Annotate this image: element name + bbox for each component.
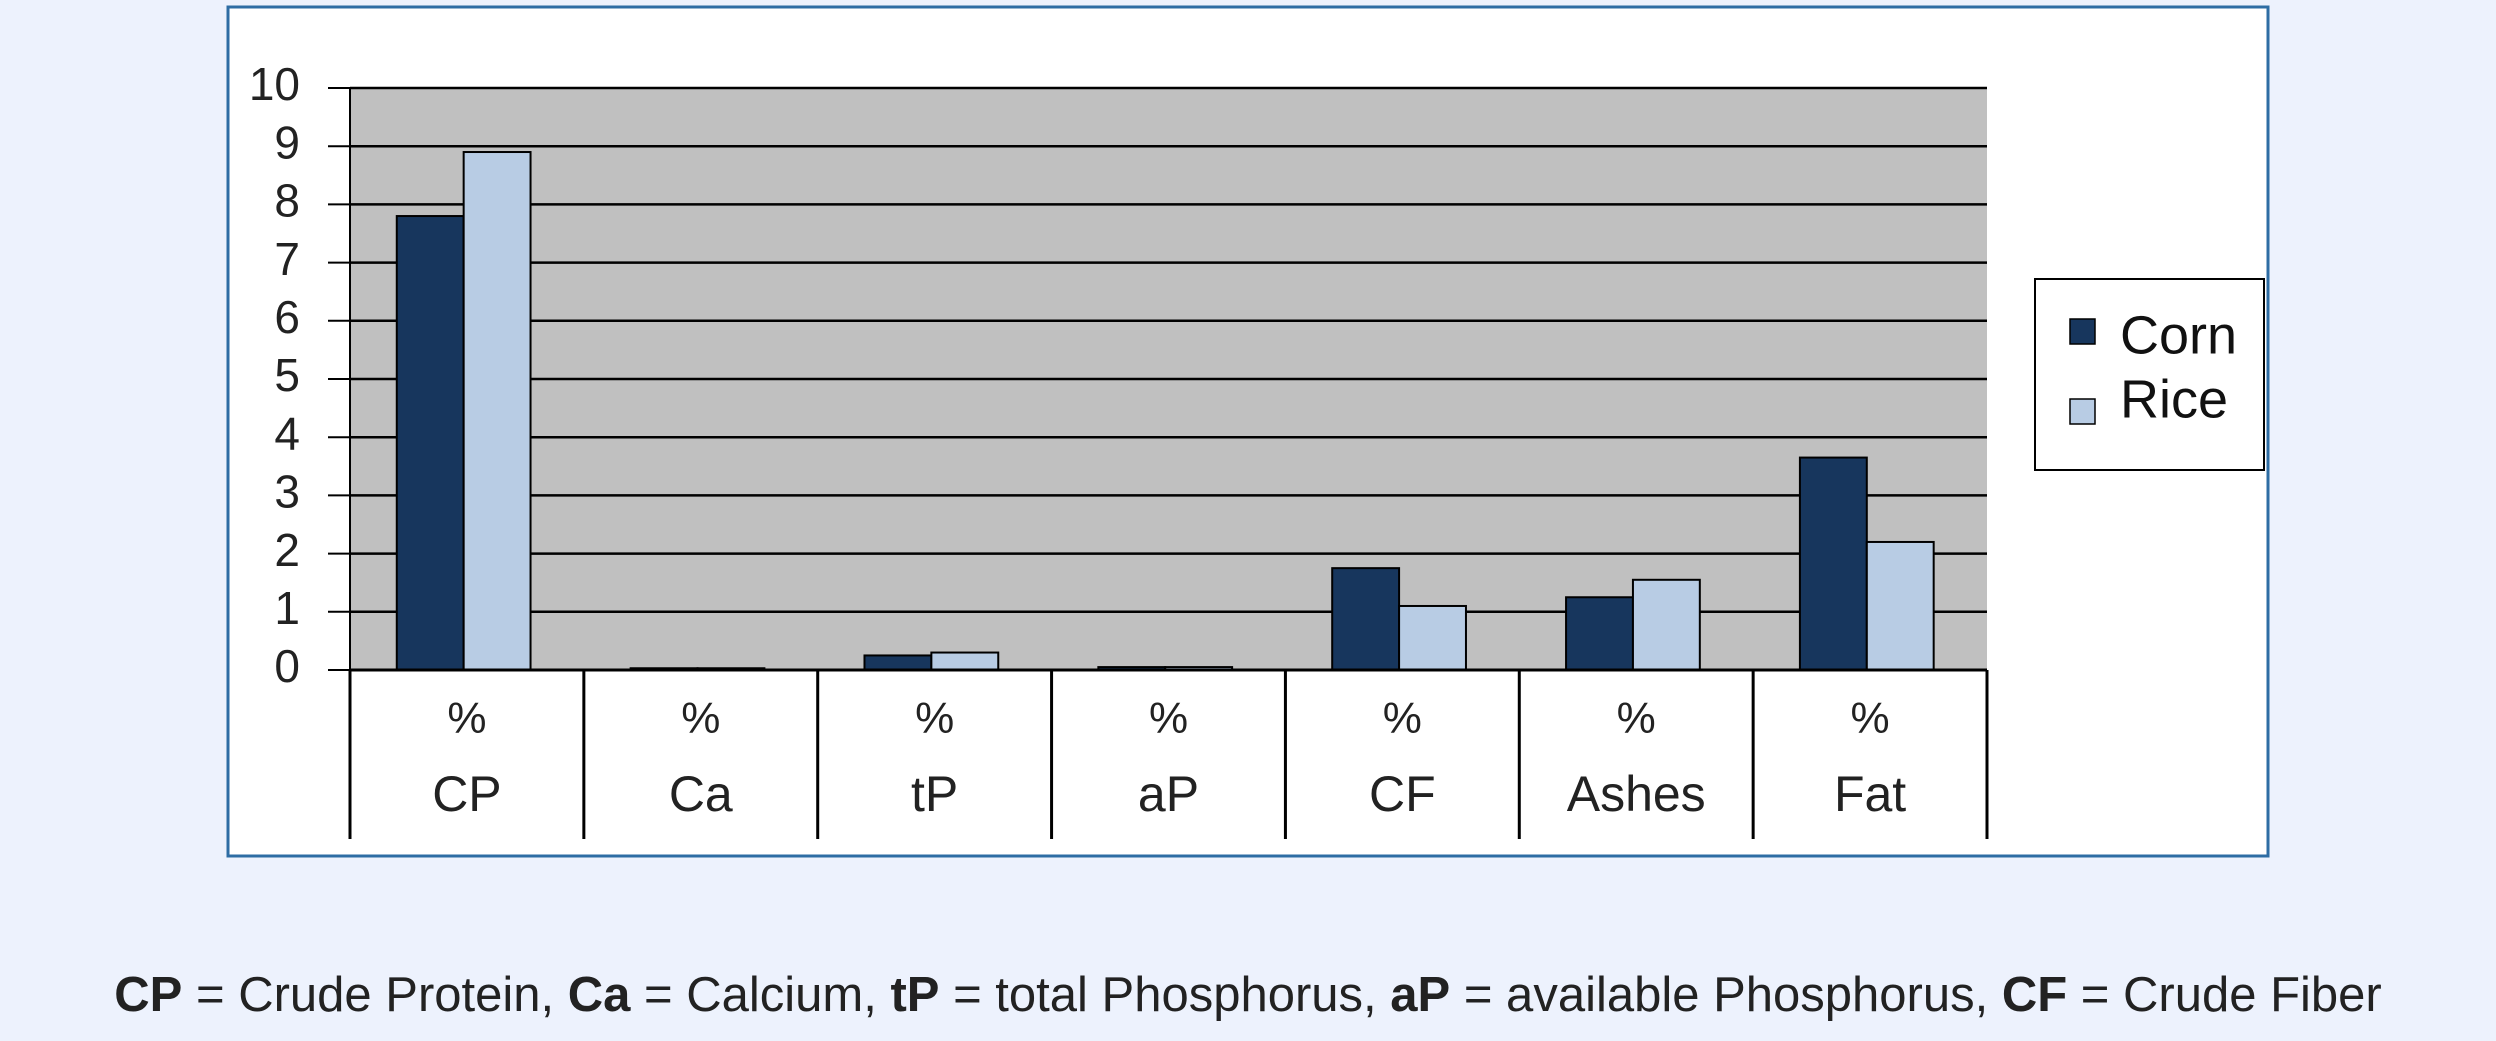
y-tick-label: 5 xyxy=(274,349,300,401)
chart: 0 1 2 3 4 5 6 7 8 9 10% CP% Ca% tP% aP% CF% Ashes% Fat Cor… xyxy=(226,5,2270,858)
y-tick-label: 10 xyxy=(249,58,300,110)
x-tick-unit: % xyxy=(915,694,954,743)
bar xyxy=(1631,578,1701,671)
x-tick-label: Fat xyxy=(1834,766,1906,822)
bar xyxy=(863,654,933,672)
y-tick-label: 2 xyxy=(274,524,300,576)
x-tick-unit: % xyxy=(447,694,486,743)
caption-definition: = Crude Fiber xyxy=(2067,968,2382,1022)
legend-box xyxy=(2034,278,2265,471)
bar xyxy=(930,651,1000,671)
x-tick-unit: % xyxy=(1149,694,1188,743)
bar xyxy=(1331,567,1401,672)
x-tick-unit: % xyxy=(1617,694,1656,743)
x-tick-unit: % xyxy=(1851,694,1890,743)
x-tick-label: CP xyxy=(432,766,501,822)
caption-term: CP xyxy=(114,968,183,1022)
y-tick-label: 7 xyxy=(274,233,300,285)
caption-term: tP xyxy=(890,968,940,1022)
legend-label: Rice xyxy=(2120,369,2228,429)
y-tick-label: 3 xyxy=(274,466,300,518)
caption-definition: = total Phosphorus, xyxy=(939,968,1391,1022)
bar xyxy=(462,151,532,671)
legend-label: Corn xyxy=(2120,305,2237,365)
bar xyxy=(1565,596,1634,671)
y-tick-label: 8 xyxy=(274,175,300,227)
legend-swatch xyxy=(2069,398,2096,425)
caption-definition: = available Phosphorus, xyxy=(1450,968,2002,1022)
x-tick-label: aP xyxy=(1138,766,1199,822)
caption: CP = Crude Protein, Ca = Calcium, tP = t… xyxy=(0,967,2496,1023)
y-tick-label: 9 xyxy=(274,116,300,168)
y-tick-label: 0 xyxy=(274,640,300,692)
bar xyxy=(1798,456,1868,671)
caption-term: aP xyxy=(1390,968,1451,1022)
x-tick-label: CF xyxy=(1369,766,1436,822)
y-tick-label: 6 xyxy=(274,291,300,343)
bar xyxy=(1398,604,1467,671)
x-tick-unit: % xyxy=(681,694,720,743)
x-tick-unit: % xyxy=(1383,694,1422,743)
x-tick-label: Ca xyxy=(669,766,733,822)
caption-term: Ca xyxy=(567,968,631,1022)
x-tick-label: tP xyxy=(911,766,958,822)
caption-term: CF xyxy=(2001,968,2068,1022)
caption-definition: = Calcium, xyxy=(630,968,891,1022)
x-tick-label: Ashes xyxy=(1567,766,1706,822)
bar xyxy=(1865,540,1935,672)
y-tick-label: 1 xyxy=(274,582,300,634)
caption-definition: = Crude Protein, xyxy=(182,968,568,1022)
y-tick-label: 4 xyxy=(274,407,300,459)
legend-swatch xyxy=(2069,318,2096,345)
bar xyxy=(395,215,465,671)
